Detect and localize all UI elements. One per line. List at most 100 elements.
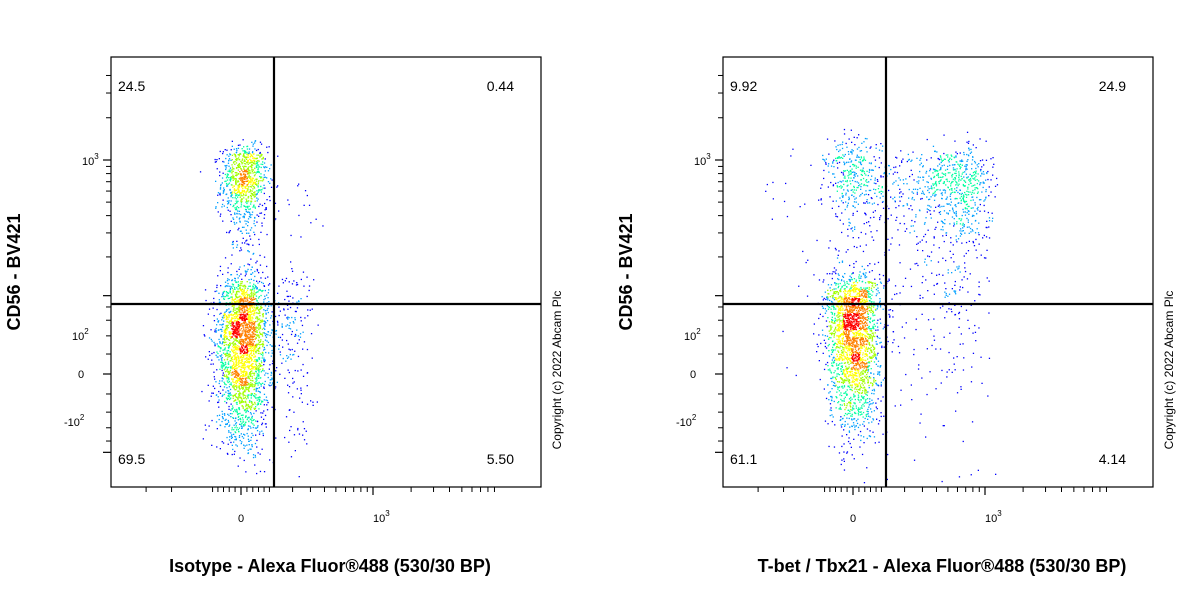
event-dot <box>269 283 271 285</box>
event-dot <box>955 155 957 157</box>
event-dot <box>258 371 260 373</box>
event-dot <box>302 421 304 423</box>
event-dot <box>211 444 213 446</box>
event-dot <box>248 151 250 153</box>
event-dot <box>236 149 238 151</box>
event-dot <box>262 271 264 274</box>
event-dot <box>218 399 220 401</box>
event-dot <box>257 324 259 326</box>
event-dot <box>222 151 224 153</box>
event-dot <box>879 197 881 199</box>
event-dot <box>217 401 220 403</box>
event-dot <box>277 292 279 294</box>
event-dot <box>243 354 245 356</box>
event-dot <box>988 186 990 188</box>
event-dot <box>294 333 297 336</box>
event-dot <box>232 291 235 293</box>
event-dot <box>234 389 236 391</box>
event-dot <box>253 374 255 376</box>
event-dot <box>869 435 871 437</box>
event-dot <box>985 236 988 238</box>
event-dot <box>255 328 257 330</box>
event-dot <box>241 356 244 359</box>
y-tick-label-100: 102 <box>72 327 89 343</box>
event-dot <box>230 149 232 151</box>
event-dot <box>306 403 309 405</box>
event-dot <box>258 309 260 311</box>
event-dot <box>229 323 231 325</box>
event-dot <box>236 377 238 379</box>
event-dot <box>951 164 954 166</box>
event-dot <box>302 434 304 436</box>
event-dot <box>248 232 250 234</box>
event-dot <box>233 317 235 320</box>
event-dot <box>869 169 871 171</box>
event-dot <box>236 337 238 339</box>
event-dot <box>900 389 902 391</box>
event-dot <box>835 182 837 184</box>
event-dot <box>231 372 233 374</box>
event-dot <box>297 335 300 337</box>
event-dot <box>271 345 274 347</box>
event-dot <box>223 320 225 322</box>
event-dot <box>238 384 241 387</box>
event-dot <box>899 188 901 190</box>
event-dot <box>255 334 257 336</box>
event-dot <box>223 341 225 343</box>
event-dot <box>920 162 922 164</box>
event-dot <box>249 324 251 326</box>
event-dot <box>883 172 886 174</box>
event-dot <box>909 175 911 178</box>
event-dot <box>261 352 264 354</box>
event-dot <box>294 369 296 372</box>
event-dot <box>256 178 258 180</box>
event-dot <box>946 376 948 378</box>
event-dot <box>256 359 258 362</box>
event-dot <box>242 316 244 318</box>
event-dot <box>230 409 232 411</box>
panel-tbet: 9.92 24.9 61.1 4.14 103 102 0 -102 0 103… <box>616 56 1176 576</box>
event-dot <box>214 378 216 380</box>
event-dot <box>252 182 254 184</box>
event-dot <box>223 317 225 319</box>
event-dot <box>819 313 821 315</box>
event-dot <box>877 261 880 264</box>
event-dot <box>235 316 238 318</box>
event-dot <box>286 357 289 359</box>
event-dot <box>263 166 265 168</box>
event-dot <box>239 360 241 362</box>
event-dot <box>256 472 258 475</box>
event-dot <box>983 182 985 184</box>
event-dot <box>247 176 249 178</box>
event-dot <box>947 272 949 274</box>
event-dot <box>858 156 860 158</box>
event-dot <box>841 423 844 425</box>
event-dot <box>925 436 927 438</box>
event-dot <box>232 371 234 373</box>
event-dot <box>289 429 291 432</box>
event-dot <box>957 268 959 270</box>
event-dot <box>227 170 229 172</box>
event-dot <box>257 183 259 185</box>
event-dot <box>864 417 866 420</box>
event-dot <box>222 389 224 391</box>
event-dot <box>919 210 921 212</box>
event-dot <box>961 159 963 161</box>
event-dot <box>883 285 885 287</box>
event-dot <box>243 444 245 446</box>
event-dot <box>852 272 854 274</box>
event-dot <box>252 183 254 185</box>
event-dot <box>217 345 219 347</box>
event-dot <box>264 380 266 383</box>
event-dot <box>818 334 820 336</box>
event-dot <box>264 297 266 300</box>
event-dot <box>219 355 221 357</box>
event-dot <box>240 386 243 388</box>
event-dot <box>257 318 260 321</box>
event-dot <box>255 397 257 399</box>
event-dot <box>943 134 945 136</box>
event-dot <box>235 181 237 184</box>
event-dot <box>233 338 235 340</box>
event-dot <box>238 407 240 409</box>
event-dot <box>246 344 249 346</box>
